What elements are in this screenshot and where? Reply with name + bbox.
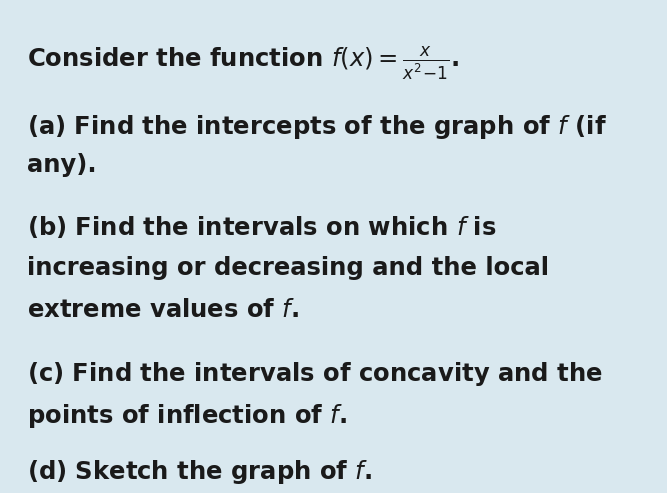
Text: Consider the function $f(x) = \frac{x}{x^2\!-\!1}$.: Consider the function $f(x) = \frac{x}{x… — [27, 44, 459, 82]
Text: points of inflection of $f$.: points of inflection of $f$. — [27, 402, 347, 430]
Text: $\mathbf{(a)}$ Find the intercepts of the graph of $f$ (if: $\mathbf{(a)}$ Find the intercepts of th… — [27, 113, 606, 141]
Text: $\mathbf{(b)}$ Find the intervals on which $f$ is: $\mathbf{(b)}$ Find the intervals on whi… — [27, 214, 496, 241]
Text: extreme values of $f$.: extreme values of $f$. — [27, 298, 299, 322]
Text: any).: any). — [27, 153, 96, 177]
Text: $\mathbf{(c)}$ Find the intervals of concavity and the: $\mathbf{(c)}$ Find the intervals of con… — [27, 360, 602, 388]
Text: increasing or decreasing and the local: increasing or decreasing and the local — [27, 256, 549, 281]
Text: $\mathbf{(d)}$ Sketch the graph of $f$.: $\mathbf{(d)}$ Sketch the graph of $f$. — [27, 458, 372, 487]
